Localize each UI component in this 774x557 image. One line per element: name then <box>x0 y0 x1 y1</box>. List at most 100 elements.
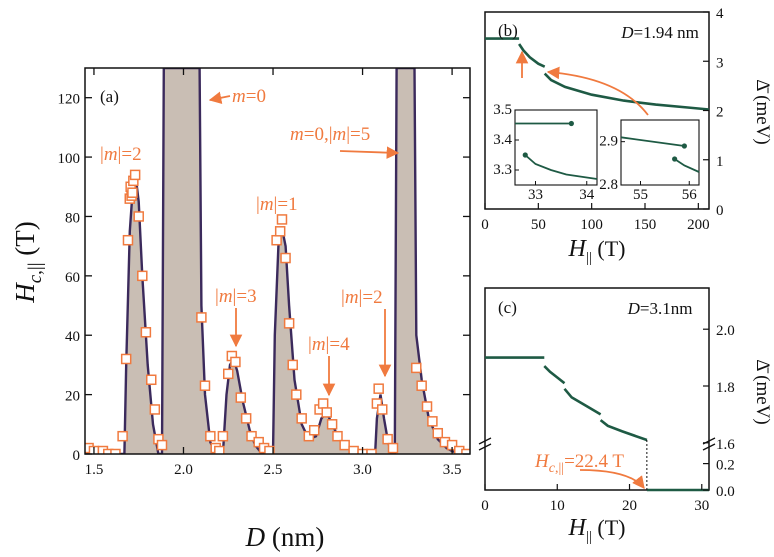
panel-c-ytick-label: 2.0 <box>716 323 735 339</box>
panel-a-xtick-label: 2.5 <box>264 462 283 478</box>
svg-text:Δ̄ (meV): Δ̄ (meV) <box>752 79 773 145</box>
panel-b-series <box>518 43 546 68</box>
panel-a-marker <box>205 430 216 442</box>
inset-xtick-label: 34 <box>579 187 595 203</box>
panel-a-frame <box>84 67 471 455</box>
panel-b-arrow-2 <box>546 66 649 116</box>
panel-a-marker <box>377 404 388 415</box>
panel-a-marker <box>303 430 315 442</box>
panel-a-marker <box>110 448 121 454</box>
panel-a-marker <box>214 445 225 454</box>
panel-a-ytick-label: 100 <box>58 151 81 167</box>
panel-a-marker <box>137 270 148 282</box>
panel-a-marker <box>373 383 384 394</box>
panel-c-xtick-label: 20 <box>622 498 637 514</box>
panel-b-xtick-label: 50 <box>531 217 546 233</box>
panel-a-marker <box>291 389 302 400</box>
panel-c-series <box>563 387 602 416</box>
panel-c-annotation: Hc,||=22.4 T <box>534 451 624 476</box>
panel-a-marker <box>411 362 422 374</box>
panel-a-area <box>85 68 470 454</box>
panel-a-label: (a) <box>100 87 119 106</box>
panel-a-marker <box>246 430 257 442</box>
panel-a-marker <box>461 448 470 454</box>
panel-a-marker <box>427 416 438 427</box>
panel-a-marker <box>317 398 329 409</box>
panel-a-annotation: m=0,|m|=5 <box>290 124 370 145</box>
panel-c-frame <box>484 287 710 491</box>
panel-a-ytick-label: 60 <box>65 270 80 286</box>
panel-c-ytick-label: 0.0 <box>716 484 735 500</box>
panel-a-marker <box>432 427 444 439</box>
inset-ytick-label: 3.4 <box>493 132 512 148</box>
panel-a-marker <box>332 430 343 442</box>
panel-a-marker <box>223 368 234 380</box>
panel-a-ytick-label: 20 <box>65 389 80 405</box>
panel-a-annotation: |m|=4 <box>308 334 350 355</box>
panel-a-ytick-label: 120 <box>58 92 81 108</box>
inset-dot <box>522 152 528 158</box>
panel-a-annotation: |m|=1 <box>256 194 298 215</box>
inset-series <box>524 154 598 180</box>
panel-a-ytick-label: 40 <box>65 329 80 345</box>
panel-c-xtick-label: 10 <box>550 498 565 514</box>
panel-c-axis-break <box>478 437 716 451</box>
panel-a-marker <box>156 439 168 451</box>
inset-dot <box>681 143 687 149</box>
panel-a-marker <box>235 392 247 403</box>
panel-a-xtick-label: 3.0 <box>353 462 372 478</box>
inset-xtick-label: 56 <box>682 187 698 203</box>
panel-c-xlabel: H|| (T) <box>568 515 626 545</box>
panel-a-marker <box>230 356 241 368</box>
panel-a-xtick-label: 1.5 <box>85 462 104 478</box>
panel-a-marker <box>416 380 427 391</box>
inset-ytick-label: 3.3 <box>493 162 512 178</box>
panel-b-ylabel: Δ̄ (meV) <box>752 79 773 145</box>
panel-b-label: (b) <box>498 21 518 40</box>
panel-a-marker <box>240 413 252 424</box>
panel-a-xlabel: D (nm) <box>245 522 325 552</box>
panel-a-marker <box>387 442 399 454</box>
panel-a-marker <box>140 327 152 338</box>
panel-a-marker <box>326 419 338 430</box>
panel-a-marker <box>274 226 286 237</box>
panel-a-xtick-label: 2.0 <box>174 462 193 478</box>
svg-text:Δ̄ (meV): Δ̄ (meV) <box>752 359 773 425</box>
panel-a-marker <box>308 424 320 436</box>
panel-c-series <box>543 365 566 385</box>
panel-c-ytick-label: 1.8 <box>716 380 735 396</box>
panel-b-xlabel: H|| (T) <box>568 236 626 266</box>
panel-a-marker <box>321 407 332 418</box>
panel-a-marker <box>339 439 350 451</box>
inset-dot <box>568 120 574 127</box>
panel-b-xtick-label: 0 <box>481 217 489 233</box>
panel-a-marker <box>253 436 264 448</box>
panel-a-marker <box>149 404 161 415</box>
panel-a-ytick-label: 80 <box>65 210 80 226</box>
panel-a-ylabel: Hc,|| (T) <box>10 221 46 304</box>
panel-a-marker <box>287 359 298 371</box>
panel-c-arrow <box>579 469 645 489</box>
panel-a-annotation: |m|=2 <box>341 287 383 308</box>
panel-b-ytick-label: 4 <box>716 6 724 22</box>
panel-a-marker <box>280 252 291 264</box>
panel-a-marker <box>366 448 377 454</box>
panel-c-xtick-label: 30 <box>694 498 709 514</box>
panel-c-xtick-label: 0 <box>481 498 489 514</box>
inset-ytick-label: 2.9 <box>599 134 618 150</box>
panel-a-arrow <box>339 146 400 159</box>
panel-a-marker <box>127 187 138 198</box>
panel-a-marker <box>271 234 282 246</box>
inset-series <box>674 158 700 173</box>
panel-a-marker <box>371 398 383 409</box>
panel-a-marker <box>199 380 211 391</box>
panel-b-xtick-label: 100 <box>580 217 603 233</box>
panel-a-marker <box>129 169 141 181</box>
panel-a-ytick-label: 0 <box>73 448 81 464</box>
panel-c-label: (c) <box>498 298 517 317</box>
panel-a-marker <box>421 401 433 412</box>
panel-a-marker <box>196 312 207 323</box>
panel-a-marker <box>296 413 307 424</box>
